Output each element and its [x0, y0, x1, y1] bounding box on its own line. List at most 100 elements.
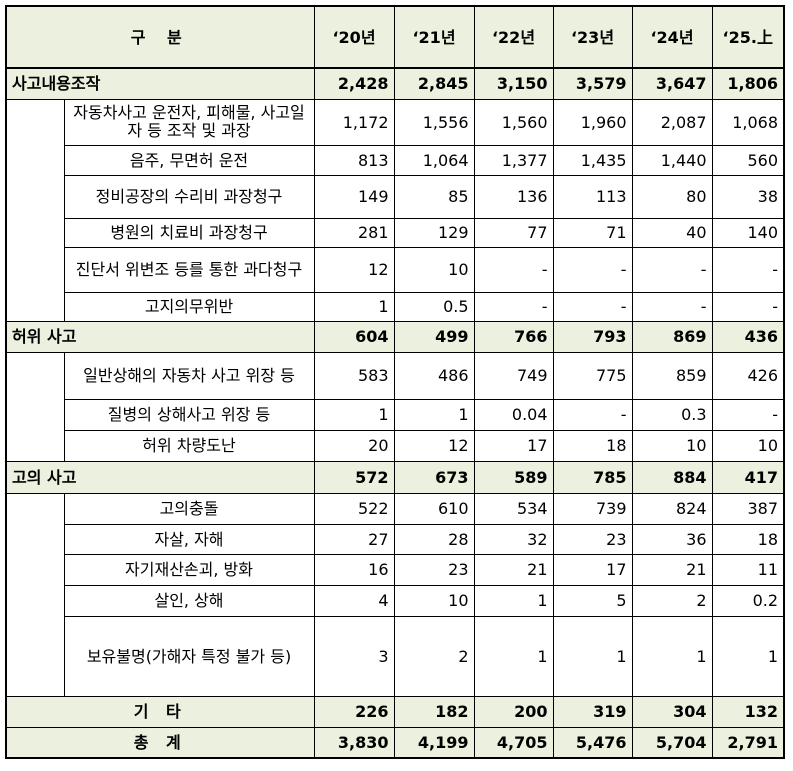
total-row: 총 계 3,830 4,199 4,705 5,476 5,704 2,791: [5, 726, 785, 759]
section-value: 2,845: [393, 67, 475, 100]
cell-value: 40: [631, 217, 713, 248]
cell-value: 1,560: [473, 98, 554, 146]
section-value: 3,150: [473, 67, 554, 100]
header-year: ‘23년: [552, 5, 633, 69]
section-value: 417: [711, 460, 785, 494]
cell-value: 38: [711, 174, 785, 219]
header-year: ‘20년: [313, 5, 395, 69]
table-row: 허위 차량도난 20 12 17 18 10 10: [6, 429, 785, 462]
cell-value: -: [631, 291, 713, 322]
total-value: 4,199: [393, 726, 475, 759]
other-row: 기 타 226 182 200 319 304 132: [5, 695, 785, 728]
cell-value: 10: [393, 584, 475, 617]
cell-value: 2: [631, 584, 713, 617]
cell-value: 2: [393, 615, 475, 697]
section-value: 869: [631, 320, 713, 353]
header-year: ‘24년: [631, 5, 713, 69]
cell-value: 0.5: [393, 291, 475, 322]
cell-value: 16: [313, 553, 395, 586]
cell-value: 560: [711, 144, 785, 176]
cell-value: 749: [473, 351, 554, 400]
cell-value: 281: [313, 217, 395, 248]
cell-value: 23: [552, 523, 633, 555]
section-value: 604: [313, 320, 395, 353]
cell-value: 1: [313, 291, 395, 322]
header-year: ‘22년: [473, 5, 554, 69]
row-label: 살인, 상해: [63, 584, 315, 617]
row-label: 음주, 무면허 운전: [63, 144, 315, 176]
cell-value: 21: [631, 553, 713, 586]
cell-value: 0.2: [711, 584, 785, 617]
cell-value: 610: [393, 492, 475, 525]
cell-value: 534: [473, 492, 554, 525]
table-row: 음주, 무면허 운전 813 1,064 1,377 1,435 1,440 5…: [6, 144, 785, 176]
total-value: 5,476: [552, 726, 633, 759]
cell-value: 28: [393, 523, 475, 555]
section-value: 785: [552, 460, 633, 494]
cell-value: 18: [552, 429, 633, 462]
section-value: 2,428: [313, 67, 395, 100]
cell-value: -: [711, 398, 785, 431]
cell-value: 71: [552, 217, 633, 248]
other-value: 182: [393, 695, 475, 728]
section-row: 허위 사고 604 499 766 793 869 436: [5, 320, 785, 353]
total-label: 총 계: [5, 726, 315, 759]
cell-value: -: [552, 291, 633, 322]
cell-value: 12: [393, 429, 475, 462]
section-value: 673: [393, 460, 475, 494]
cell-value: 23: [393, 553, 475, 586]
section-value: 572: [313, 460, 395, 494]
fraud-statistics-table: 구 분 ‘20년 ‘21년 ‘22년 ‘23년 ‘24년 ‘25.上 사고내용조…: [5, 5, 786, 759]
table-row: 살인, 상해 4 10 1 5 2 0.2: [6, 584, 785, 617]
cell-value: 11: [711, 553, 785, 586]
cell-value: 813: [313, 144, 395, 176]
cell-value: 85: [393, 174, 475, 219]
row-label: 병원의 치료비 과장청구: [63, 217, 315, 248]
cell-value: 1,960: [552, 98, 633, 146]
cell-value: 10: [393, 246, 475, 293]
table-row: 보유불명(가해자 특정 불가 등) 3 2 1 1 1 1: [6, 615, 785, 697]
cell-value: 149: [313, 174, 395, 219]
other-value: 200: [473, 695, 554, 728]
row-label: 보유불명(가해자 특정 불가 등): [63, 615, 315, 697]
table-row: 고지의무위반 1 0.5 - - - -: [6, 291, 785, 322]
cell-value: 1,556: [393, 98, 475, 146]
cell-value: 1,068: [711, 98, 785, 146]
cell-value: -: [631, 246, 713, 293]
cell-value: 21: [473, 553, 554, 586]
other-value: 304: [631, 695, 713, 728]
other-value: 132: [711, 695, 785, 728]
cell-value: 859: [631, 351, 713, 400]
cell-value: -: [552, 246, 633, 293]
cell-value: 426: [711, 351, 785, 400]
cell-value: 3: [313, 615, 395, 697]
section-value: 793: [552, 320, 633, 353]
cell-value: 1,172: [313, 98, 395, 146]
cell-value: 12: [313, 246, 395, 293]
section-value: 1,806: [711, 67, 785, 100]
cell-value: 1: [393, 398, 475, 431]
cell-value: 17: [473, 429, 554, 462]
section-value: 3,579: [552, 67, 633, 100]
cell-value: 5: [552, 584, 633, 617]
section-value: 884: [631, 460, 713, 494]
cell-value: -: [473, 291, 554, 322]
cell-value: 17: [552, 553, 633, 586]
row-label: 고의충돌: [63, 492, 315, 525]
cell-value: 0.3: [631, 398, 713, 431]
total-value: 4,705: [473, 726, 554, 759]
header-year: ‘25.上: [711, 5, 785, 69]
cell-value: 387: [711, 492, 785, 525]
section-value: 436: [711, 320, 785, 353]
cell-value: 486: [393, 351, 475, 400]
cell-value: 824: [631, 492, 713, 525]
cell-value: 4: [313, 584, 395, 617]
cell-value: 1: [313, 398, 395, 431]
cell-value: -: [552, 398, 633, 431]
row-label: 자동차사고 운전자, 피해물, 사고일자 등 조작 및 과장: [63, 98, 315, 146]
cell-value: 1: [631, 615, 713, 697]
cell-value: -: [711, 291, 785, 322]
cell-value: 77: [473, 217, 554, 248]
cell-value: 775: [552, 351, 633, 400]
cell-value: 10: [711, 429, 785, 462]
